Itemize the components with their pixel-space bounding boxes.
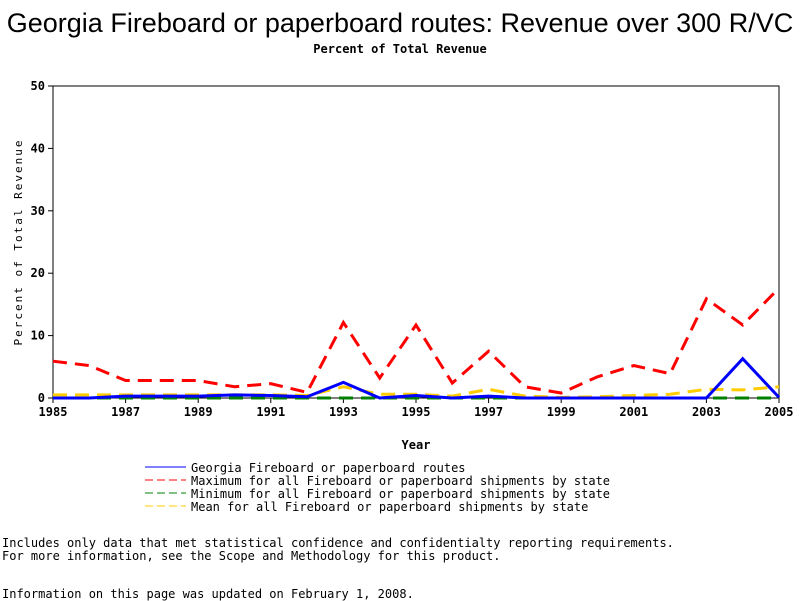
legend-item-1: Maximum for all Fireboard or paperboard … xyxy=(145,474,610,488)
series-line-1 xyxy=(53,288,779,393)
x-tick-label: 2001 xyxy=(619,405,648,419)
x-tick-label: 2003 xyxy=(692,405,721,419)
y-tick-label: 30 xyxy=(31,204,45,218)
y-axis-label: Percent of Total Revenue xyxy=(12,139,25,346)
x-tick-label: 1987 xyxy=(111,405,140,419)
x-tick-label: 1999 xyxy=(547,405,576,419)
y-tick-label: 50 xyxy=(31,79,45,93)
x-tick-label: 1991 xyxy=(256,405,285,419)
legend-item-3: Mean for all Fireboard or paperboard shi… xyxy=(145,500,588,514)
x-tick-label: 2005 xyxy=(765,405,794,419)
legend-item-0: Georgia Fireboard or paperboard routes xyxy=(145,461,466,475)
series-line-0 xyxy=(53,359,779,398)
x-tick-label: 1997 xyxy=(474,405,503,419)
x-tick-label: 1993 xyxy=(329,405,358,419)
legend-item-2: Minimum for all Fireboard or paperboard … xyxy=(145,487,610,501)
plot-frame xyxy=(53,86,779,398)
note-2: For more information, see the Scope and … xyxy=(2,549,501,563)
updated-note: Information on this page was updated on … xyxy=(2,587,414,601)
x-tick-label: 1995 xyxy=(402,405,431,419)
y-tick-label: 10 xyxy=(31,329,45,343)
y-tick-label: 0 xyxy=(38,391,45,405)
x-axis-label: Year xyxy=(402,438,431,452)
x-tick-label: 1985 xyxy=(39,405,68,419)
y-tick-label: 40 xyxy=(31,141,45,155)
note-1: Includes only data that met statistical … xyxy=(2,536,674,550)
x-tick-label: 1989 xyxy=(184,405,213,419)
y-tick-label: 20 xyxy=(31,266,45,280)
